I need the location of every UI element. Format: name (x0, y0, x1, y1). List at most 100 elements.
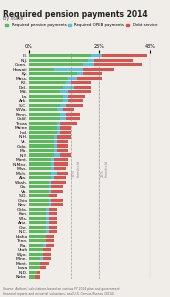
Bar (74, 86, 91, 89)
Bar (29, 122, 57, 125)
Bar (43, 257, 52, 260)
Bar (46, 239, 54, 242)
Bar (49, 208, 57, 211)
Bar (46, 221, 49, 224)
Bar (57, 108, 63, 111)
Bar (49, 199, 52, 202)
Bar (66, 117, 80, 121)
Bar (29, 199, 49, 202)
Bar (29, 167, 52, 170)
Bar (29, 59, 88, 62)
Bar (49, 230, 57, 233)
Bar (60, 122, 77, 125)
Bar (102, 54, 147, 57)
Bar (54, 149, 57, 152)
Bar (29, 95, 63, 98)
Bar (29, 226, 46, 229)
Bar (68, 95, 85, 98)
Bar (29, 131, 57, 134)
Bar (77, 72, 82, 75)
Bar (29, 81, 66, 84)
Bar (29, 275, 35, 279)
Bar (29, 257, 40, 260)
Bar (29, 135, 54, 139)
Bar (52, 203, 63, 206)
Bar (49, 185, 52, 188)
Bar (57, 140, 68, 143)
Bar (63, 86, 74, 89)
Bar (29, 171, 52, 175)
Bar (29, 244, 43, 247)
Bar (29, 262, 40, 265)
Bar (29, 235, 46, 238)
Bar (52, 181, 66, 184)
Bar (57, 131, 60, 134)
Bar (57, 135, 71, 139)
Bar (29, 271, 37, 274)
Bar (52, 167, 54, 170)
Bar (54, 176, 66, 179)
Bar (29, 68, 54, 71)
Bar (82, 72, 102, 75)
Bar (29, 117, 60, 121)
Bar (68, 90, 91, 94)
Bar (49, 189, 52, 193)
Bar (43, 248, 52, 252)
Bar (29, 266, 40, 269)
Bar (49, 181, 52, 184)
Bar (52, 185, 63, 188)
Bar (52, 171, 57, 175)
Bar (29, 189, 49, 193)
Bar (29, 99, 63, 102)
Bar (29, 194, 49, 197)
Bar (46, 212, 49, 215)
Bar (29, 185, 49, 188)
Bar (60, 117, 66, 121)
Bar (68, 99, 82, 102)
Bar (60, 154, 71, 157)
Bar (29, 72, 77, 75)
Bar (54, 144, 57, 148)
Bar (71, 81, 91, 84)
Bar (29, 253, 43, 256)
Bar (29, 208, 46, 211)
Bar (66, 81, 71, 84)
Bar (82, 68, 114, 71)
Bar (29, 108, 57, 111)
Bar (29, 77, 68, 80)
Bar (29, 149, 54, 152)
Bar (29, 63, 82, 66)
Bar (49, 217, 57, 220)
Bar (77, 77, 102, 80)
Bar (60, 126, 71, 129)
Bar (52, 158, 54, 161)
Bar (54, 167, 66, 170)
Bar (43, 253, 52, 256)
Bar (49, 194, 57, 197)
Bar (29, 154, 54, 157)
Text: 15%
threshold: 15% threshold (72, 160, 81, 177)
Bar (29, 221, 46, 224)
Bar (82, 63, 94, 66)
Bar (35, 275, 40, 279)
Bar (88, 59, 94, 62)
Bar (57, 171, 68, 175)
Bar (52, 162, 54, 166)
Bar (49, 203, 52, 206)
Bar (37, 271, 40, 274)
Legend: Required pension payments, Required OPEB payments, Debt service: Required pension payments, Required OPEB… (5, 23, 157, 27)
Bar (63, 108, 74, 111)
Bar (46, 226, 49, 229)
Bar (29, 176, 52, 179)
Bar (91, 54, 102, 57)
Bar (43, 244, 46, 247)
Bar (63, 95, 68, 98)
Bar (29, 181, 49, 184)
Bar (49, 212, 57, 215)
Bar (57, 144, 68, 148)
Bar (29, 144, 54, 148)
Bar (54, 140, 57, 143)
Bar (29, 203, 49, 206)
Text: Source: Authors' calculations based on various FY 2014 plan and government
finan: Source: Authors' calculations based on v… (3, 287, 120, 296)
Bar (54, 162, 68, 166)
